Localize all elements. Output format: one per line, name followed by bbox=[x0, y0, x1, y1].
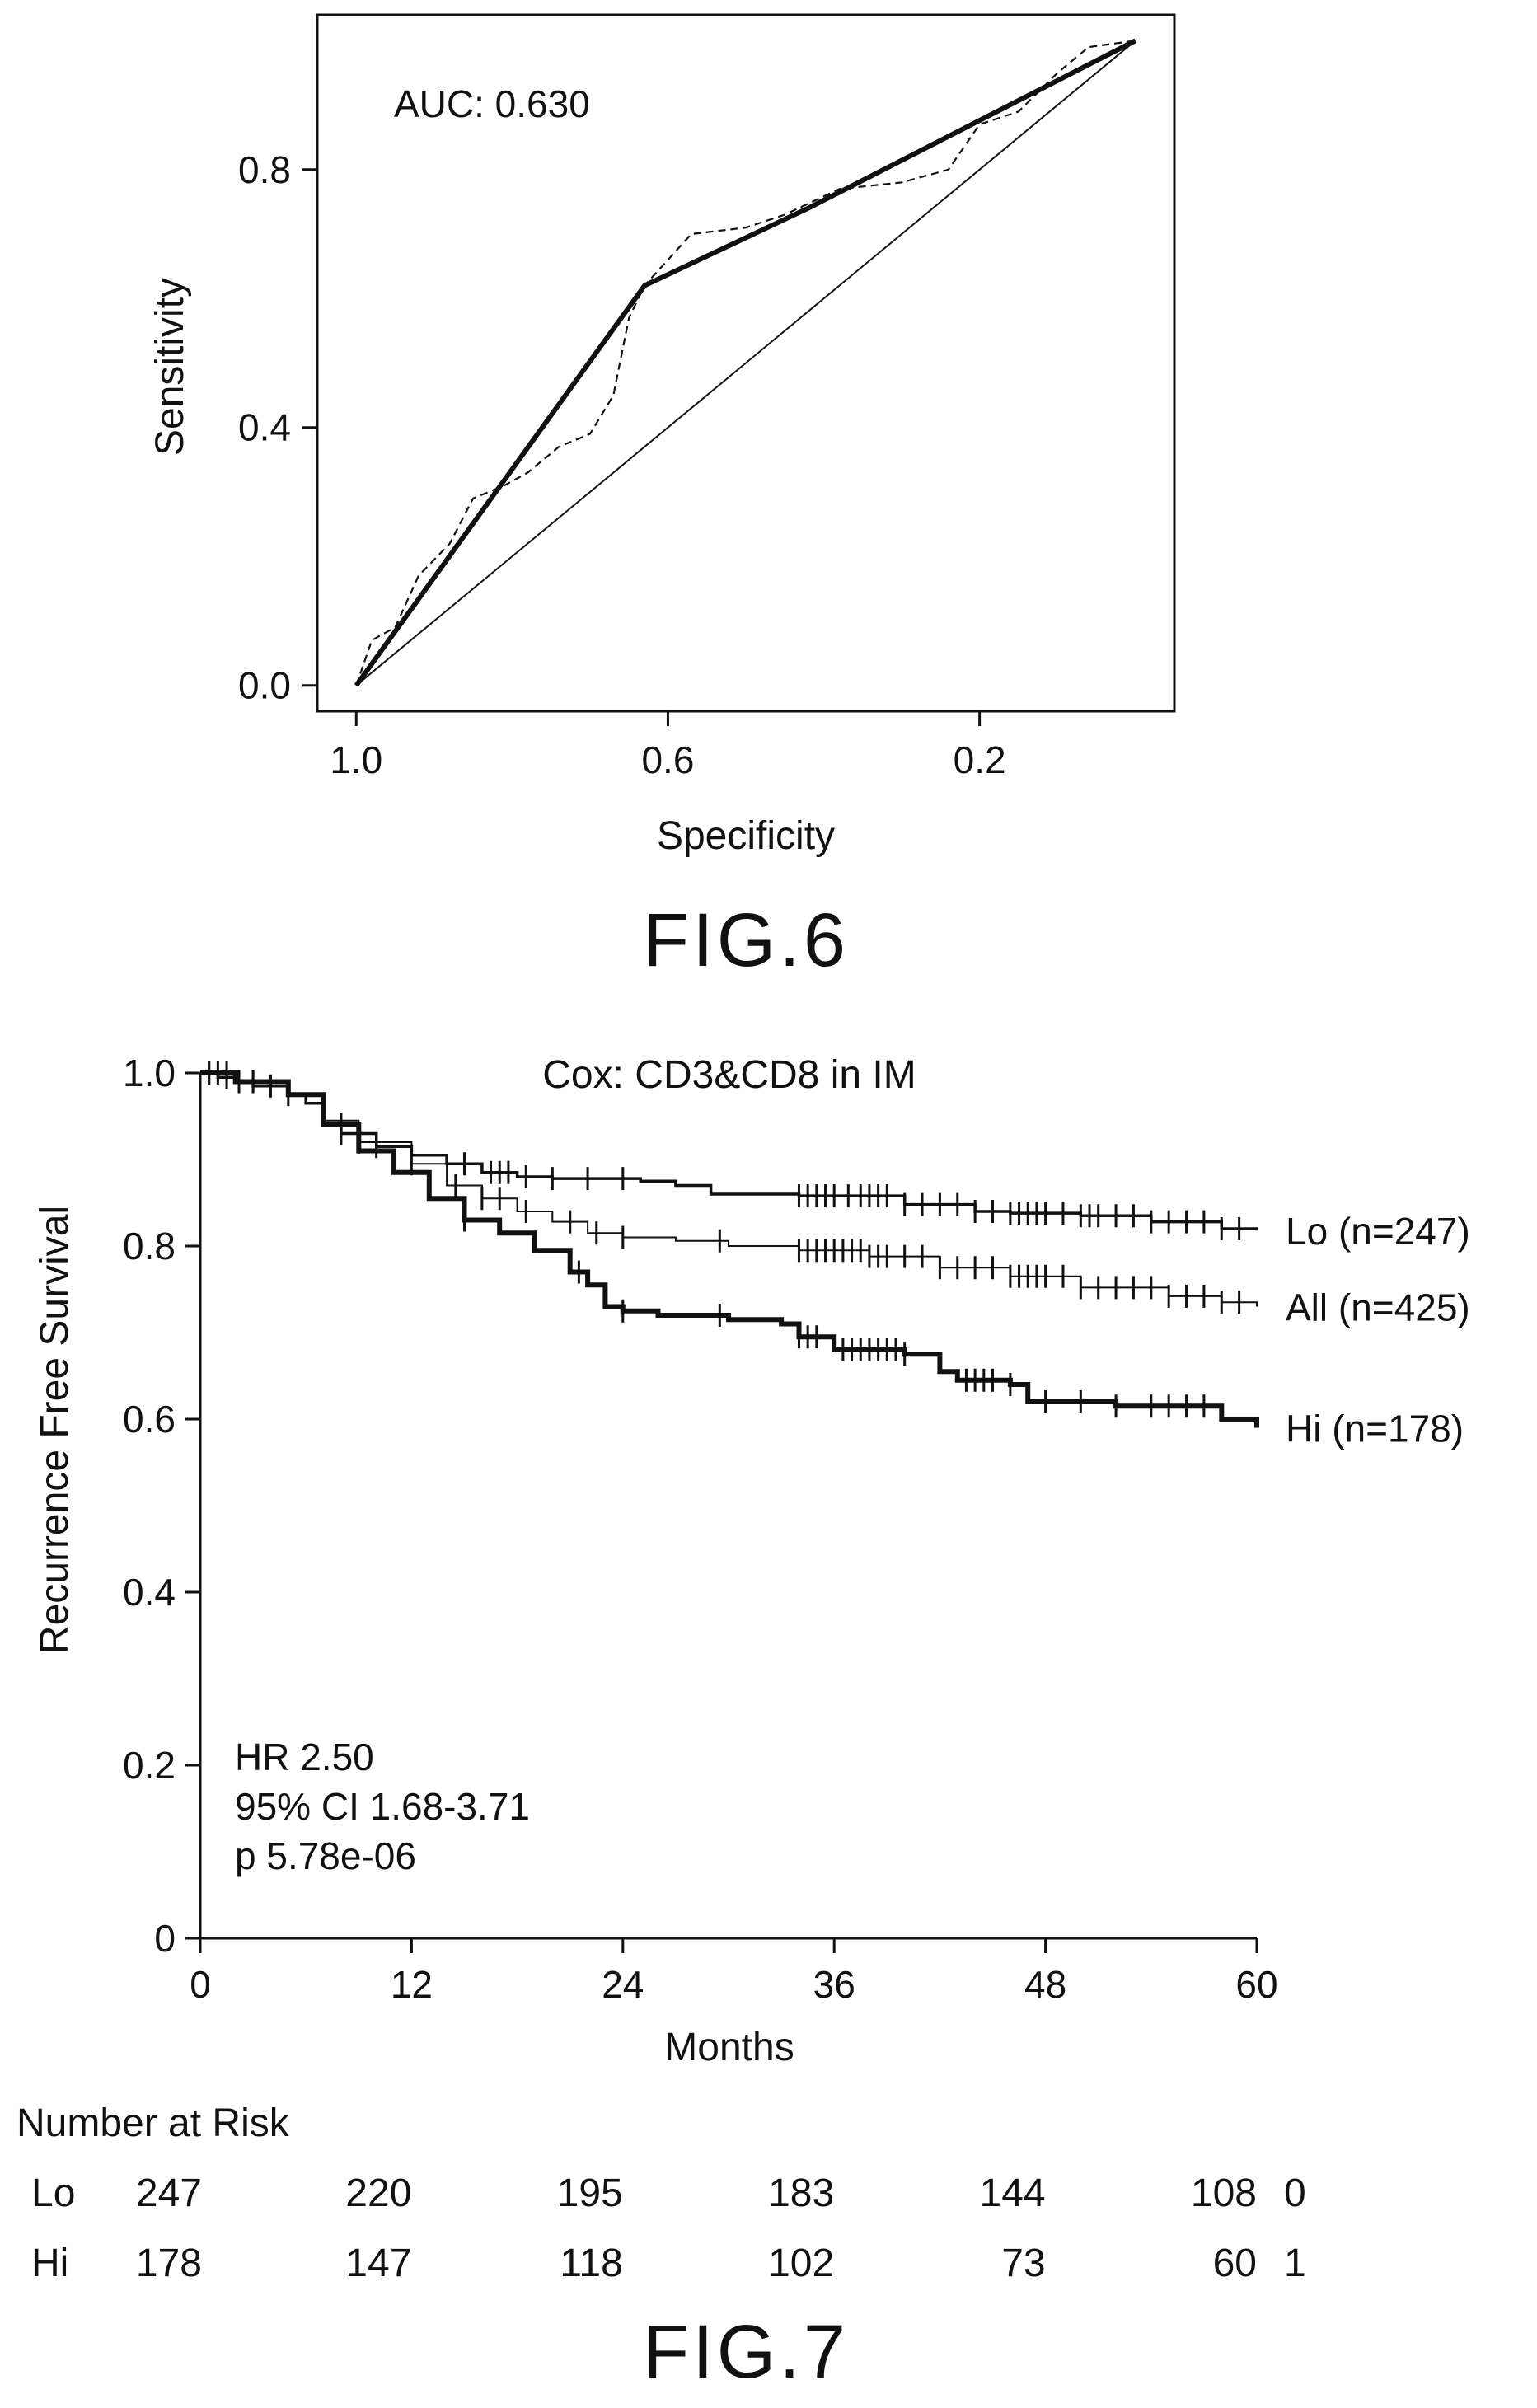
km-curve-hi bbox=[200, 1070, 1259, 1428]
km-title: Cox: CD3&CD8 in IM bbox=[542, 1053, 916, 1097]
risk-count: 118 bbox=[560, 2242, 623, 2285]
fig6-label: FIG.6 bbox=[643, 898, 849, 982]
km-series-label-lo: Lo (n=247) bbox=[1286, 1210, 1470, 1253]
km-censor-marks-all bbox=[208, 1061, 1241, 1314]
risk-count: 144 bbox=[980, 2171, 1046, 2215]
risk-count: 108 bbox=[1191, 2171, 1257, 2215]
km-x-axis: 0 12 24 36 48 60 bbox=[190, 1938, 1278, 2006]
roc-x-tick-label: 0.2 bbox=[954, 738, 1006, 781]
risk-count: 73 bbox=[1001, 2242, 1045, 2285]
roc-x-axis: 1.0 0.6 0.2 bbox=[330, 711, 1006, 781]
risk-count: 183 bbox=[768, 2171, 834, 2215]
risk-table-title: Number at Risk bbox=[16, 2101, 290, 2145]
risk-count: 195 bbox=[557, 2171, 623, 2215]
km-x-tick-label: 0 bbox=[190, 1963, 211, 2006]
roc-plot-frame bbox=[316, 13, 1176, 713]
survival-chart: Cox: CD3&CD8 in IM 00.20.40.60.81.0 0 12 2… bbox=[16, 1052, 1470, 2394]
risk-count: 178 bbox=[136, 2242, 202, 2285]
km-series-label-hi: Hi (n=178) bbox=[1286, 1408, 1464, 1450]
km-y-axis: 0 0.2 0.4 0.6 0.8 1.0 bbox=[123, 1052, 200, 1960]
km-series-label-all: All (n=425) bbox=[1286, 1286, 1470, 1329]
roc-series-group bbox=[354, 38, 1137, 687]
km-y-tick-label: 0 bbox=[154, 1917, 176, 1960]
risk-table: Lo 247 220 195 183 144 108 0 Hi 178 147 118 102 73 60 1 bbox=[31, 2171, 1306, 2285]
roc-y-tick-label: 0.4 bbox=[238, 406, 291, 449]
risk-row-group-lo: Lo bbox=[31, 2171, 75, 2215]
km-y-tick-label: 0.4 bbox=[123, 1571, 176, 1614]
risk-count-trailing: 1 bbox=[1284, 2242, 1306, 2285]
km-x-tick-label: 12 bbox=[391, 1963, 433, 2006]
km-y-tick-label: 1.0 bbox=[123, 1052, 176, 1094]
km-x-axis-label: Months bbox=[664, 2026, 794, 2069]
roc-x-axis-label: Specificity bbox=[657, 814, 835, 858]
km-x-tick-label: 36 bbox=[813, 1963, 855, 2006]
risk-count: 220 bbox=[345, 2171, 411, 2215]
km-x-tick-label: 48 bbox=[1024, 1963, 1066, 2006]
km-y-tick-label: 0.6 bbox=[123, 1398, 176, 1441]
roc-reference-diagonal bbox=[355, 40, 1136, 686]
roc-x-tick-label: 0.6 bbox=[641, 738, 694, 781]
roc-y-tick-label: 0.0 bbox=[238, 664, 291, 707]
risk-row-group-hi: Hi bbox=[31, 2242, 68, 2285]
km-x-tick-label: 24 bbox=[602, 1963, 644, 2006]
risk-count: 247 bbox=[136, 2171, 202, 2215]
roc-chart: 0.0 0.4 0.8 1.0 0.6 0.2 AUC: 0.630 Sensitivi… bbox=[148, 13, 1176, 982]
risk-count: 102 bbox=[768, 2242, 834, 2285]
roc-y-tick-label: 0.8 bbox=[238, 148, 291, 191]
km-y-tick-label: 0.2 bbox=[123, 1744, 176, 1787]
km-y-axis-label: Recurrence Free Survival bbox=[33, 1206, 77, 1654]
roc-x-tick-label: 1.0 bbox=[330, 738, 382, 781]
risk-count: 60 bbox=[1213, 2242, 1257, 2285]
km-censor-marks-hi bbox=[216, 1061, 1206, 1418]
km-series-labels: Lo (n=247) All (n=425) Hi (n=178) bbox=[1286, 1210, 1470, 1450]
risk-count: 147 bbox=[345, 2242, 411, 2285]
roc-y-axis-label: Sensitivity bbox=[148, 278, 192, 456]
km-curve-all bbox=[200, 1072, 1258, 1307]
km-annotation-ci: 95% CI 1.68-3.71 bbox=[235, 1785, 530, 1828]
km-y-tick-label: 0.8 bbox=[123, 1225, 176, 1267]
km-annotation-hr: HR 2.50 bbox=[235, 1736, 374, 1778]
risk-count-trailing: 0 bbox=[1284, 2171, 1306, 2215]
km-annotation-p: p 5.78e-06 bbox=[235, 1834, 416, 1877]
auc-annotation: AUC: 0.630 bbox=[394, 82, 590, 125]
roc-y-axis: 0.0 0.4 0.8 bbox=[238, 148, 317, 707]
km-x-tick-label: 60 bbox=[1235, 1963, 1277, 2006]
fig7-label: FIG.7 bbox=[643, 2310, 849, 2394]
roc-empirical-curve bbox=[355, 40, 1136, 686]
km-series-group bbox=[200, 1061, 1259, 1428]
roc-smoothed-curve bbox=[354, 38, 1137, 687]
